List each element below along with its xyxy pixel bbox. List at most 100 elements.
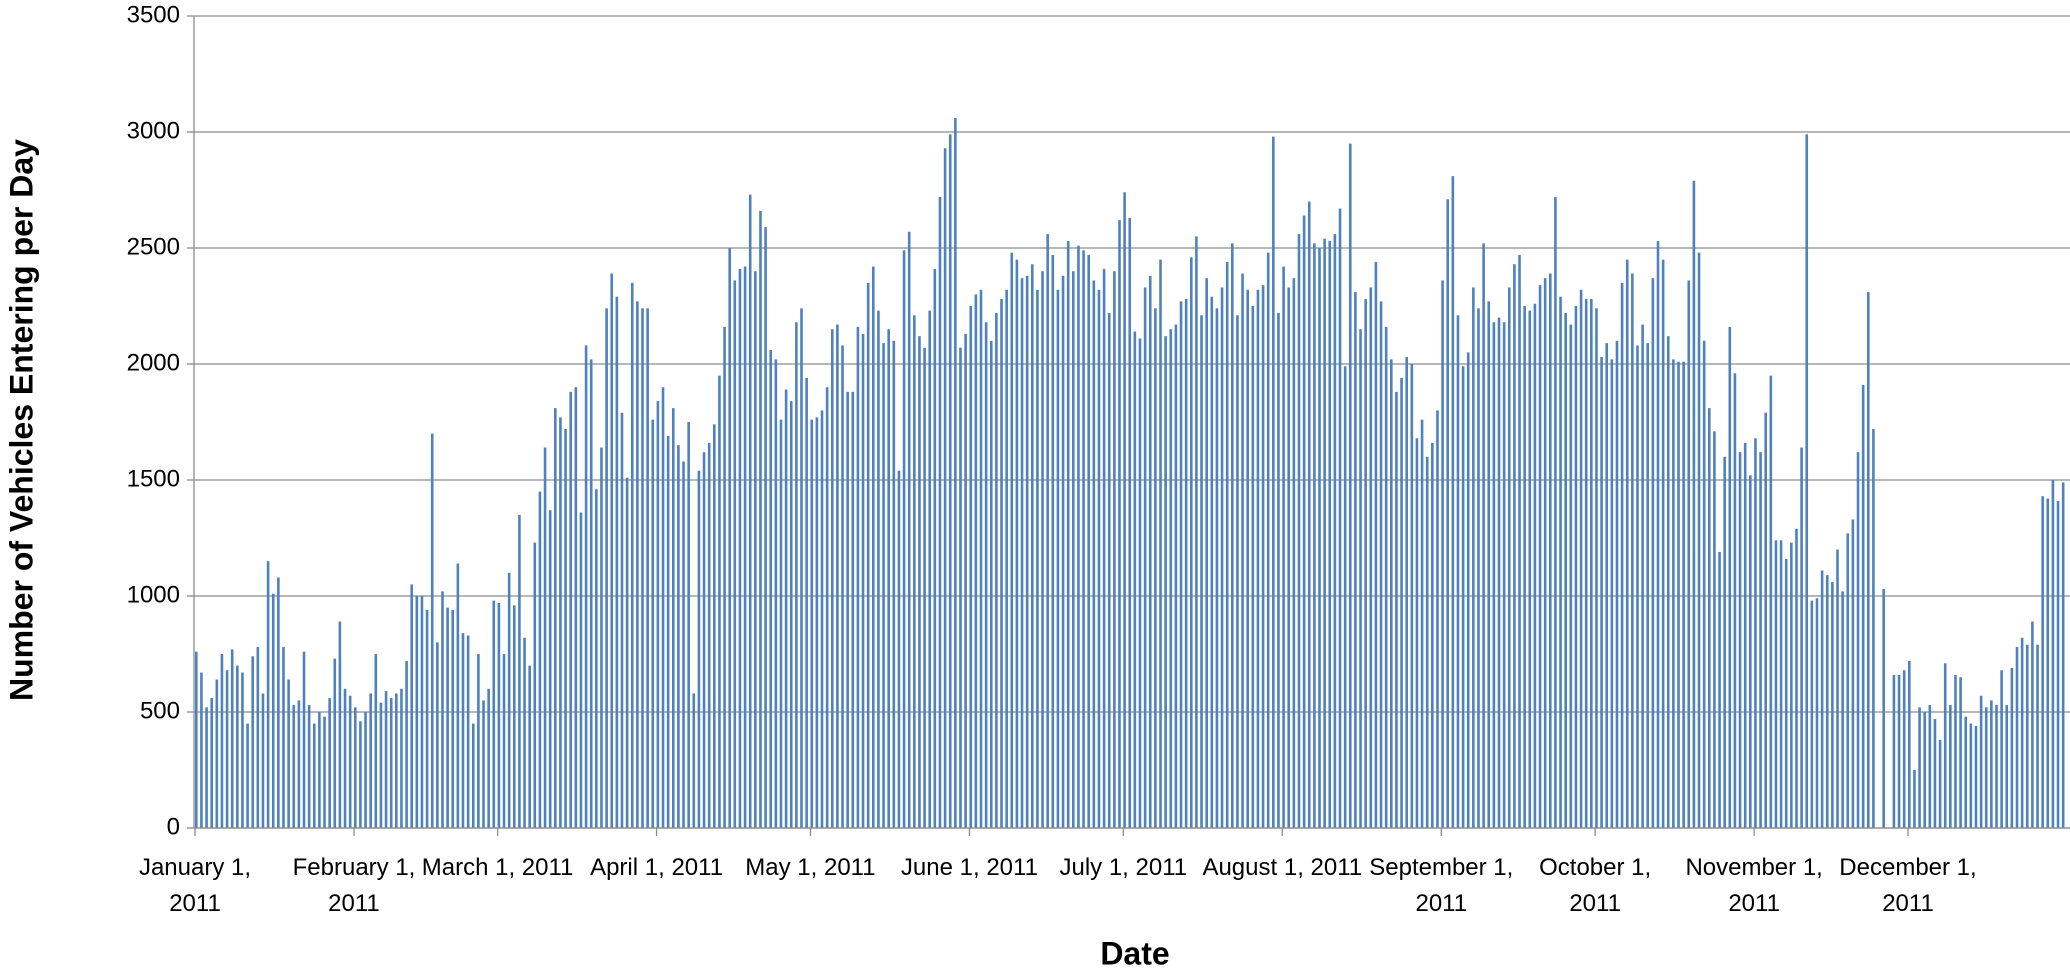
- bar: [1400, 377, 1403, 828]
- bar: [1210, 296, 1214, 829]
- bar: [1923, 712, 1926, 828]
- bar: [1969, 723, 1973, 828]
- bar: [1861, 384, 1865, 828]
- bar: [2025, 644, 2029, 828]
- bar: [769, 350, 773, 828]
- bar: [451, 609, 455, 828]
- bar: [266, 561, 270, 828]
- bar: [1390, 359, 1393, 828]
- bar: [846, 391, 849, 828]
- bar: [559, 417, 562, 828]
- bar: [1169, 329, 1173, 828]
- bar: [1646, 343, 1650, 828]
- bar: [1702, 340, 1706, 828]
- bar: [2056, 500, 2060, 828]
- bar: [1174, 324, 1178, 828]
- bar: [1000, 299, 1003, 828]
- bar: [682, 461, 685, 828]
- bar: [651, 419, 655, 828]
- bar: [764, 227, 767, 828]
- bar: [1528, 310, 1532, 828]
- bar: [1533, 303, 1537, 828]
- bar: [405, 660, 408, 828]
- bar: [1020, 278, 1024, 828]
- y-tick-label: 0: [167, 813, 180, 840]
- bar: [1431, 442, 1434, 828]
- bar: [384, 691, 388, 828]
- bar: [1846, 533, 1850, 828]
- bar: [1538, 285, 1542, 828]
- bar: [1441, 280, 1444, 829]
- bar: [518, 514, 521, 828]
- bar: [671, 408, 675, 828]
- bar: [733, 280, 737, 829]
- bar: [446, 607, 449, 828]
- bar: [1559, 296, 1562, 829]
- bar: [1318, 248, 1321, 828]
- bar: [1954, 674, 1957, 828]
- bar: [938, 196, 942, 828]
- bar: [595, 489, 598, 828]
- bar: [343, 688, 347, 828]
- x-tick-label: December 1, 2011: [1839, 854, 1977, 917]
- bar: [1918, 707, 1921, 828]
- bar: [1964, 716, 1968, 828]
- bar: [215, 679, 219, 828]
- bar: [302, 651, 306, 828]
- bar: [1446, 199, 1450, 828]
- bar: [1241, 273, 1244, 828]
- bar: [1231, 243, 1234, 829]
- bar: [1087, 254, 1091, 828]
- bar: [1205, 278, 1208, 828]
- y-axis-title: Number of Vehicles Entering per Day: [3, 139, 39, 701]
- bar: [1297, 234, 1301, 828]
- bar: [1795, 528, 1798, 828]
- x-tick-label: January 1, 2011: [138, 854, 252, 917]
- bar: [400, 688, 403, 828]
- bar: [1107, 312, 1111, 829]
- bar: [1036, 289, 1039, 828]
- bar: [2046, 498, 2050, 828]
- bar: [641, 308, 644, 828]
- bar: [856, 326, 860, 828]
- bar: [1502, 322, 1506, 828]
- bar: [1518, 254, 1521, 828]
- bar: [954, 118, 957, 828]
- bar: [1113, 271, 1116, 828]
- bar: [2036, 644, 2039, 828]
- bar: [995, 312, 998, 829]
- bar: [1908, 660, 1911, 828]
- bar: [928, 310, 932, 828]
- y-tick-label: 1000: [127, 581, 180, 608]
- bar: [646, 308, 649, 828]
- bar: [528, 665, 531, 828]
- bar: [1195, 236, 1198, 828]
- bar: [1851, 519, 1855, 828]
- bar: [795, 322, 798, 828]
- bar: [1866, 292, 1870, 829]
- bar: [210, 698, 213, 828]
- bar: [436, 642, 439, 828]
- bar: [1774, 540, 1778, 828]
- bar: [574, 387, 578, 828]
- bar: [1979, 695, 1983, 828]
- x-tick-label: August 1, 2011: [1202, 854, 1363, 881]
- bar: [913, 315, 916, 828]
- bar: [1282, 266, 1285, 828]
- bar: [1543, 278, 1547, 828]
- bar: [1974, 725, 1978, 828]
- bar: [1749, 475, 1752, 828]
- bar: [625, 477, 629, 828]
- bar: [1497, 317, 1501, 828]
- bar: [328, 698, 331, 828]
- bar: [584, 345, 588, 828]
- bar: [1661, 259, 1665, 829]
- bar: [1333, 234, 1337, 828]
- x-tick-label: April 1, 2011: [590, 854, 724, 881]
- bar: [441, 591, 444, 828]
- bar: [1025, 275, 1029, 829]
- bar: [1641, 324, 1644, 828]
- bar: [1159, 259, 1162, 829]
- bar: [271, 593, 275, 828]
- bar: [1184, 299, 1188, 828]
